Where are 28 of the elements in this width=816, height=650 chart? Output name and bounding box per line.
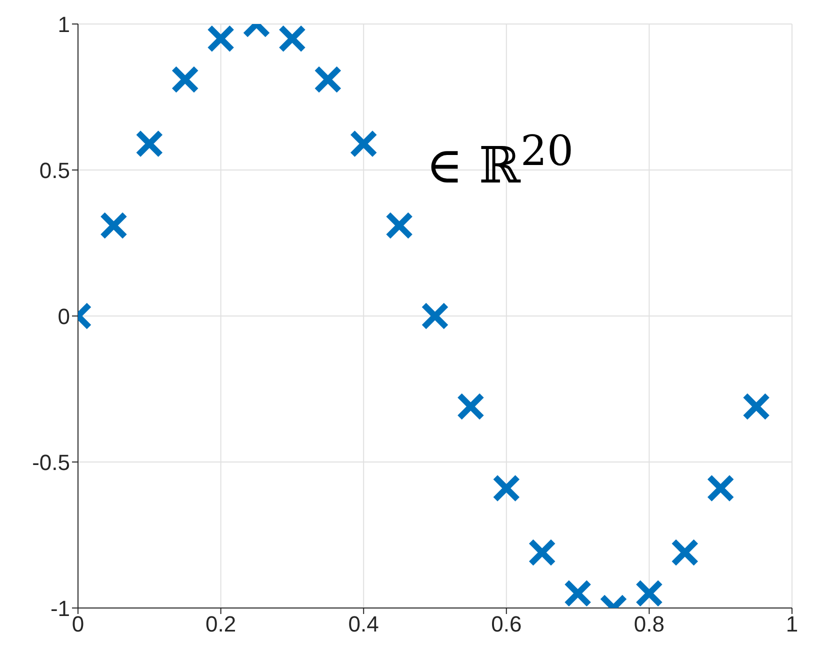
point [350,130,378,158]
y-tick-label: 1 [58,12,70,37]
point [742,392,770,421]
point [206,24,235,53]
point [314,65,342,94]
y-tick-label: -0.5 [32,450,70,475]
point [100,211,128,240]
y-tick-label: 0.5 [39,158,70,183]
y-tick-label: -1 [50,596,70,621]
x-tick-label: 0.4 [348,612,379,637]
x-tick-label: 1 [786,612,798,637]
point [385,211,414,240]
x-tick-label: 0.6 [491,612,522,637]
point [706,474,735,502]
point [564,579,592,608]
point [421,302,449,330]
annotation: ∈ ℝ$^{20}$ [426,126,574,195]
point [135,130,164,158]
point [492,474,520,502]
x-tick-label: 0.8 [634,612,664,637]
point [278,24,306,53]
y-tick-label: 0 [58,304,70,329]
point [670,538,699,567]
point [171,65,200,94]
point [528,538,556,567]
point [456,392,485,421]
point [635,579,664,608]
x-tick-label: 0.2 [206,612,236,637]
